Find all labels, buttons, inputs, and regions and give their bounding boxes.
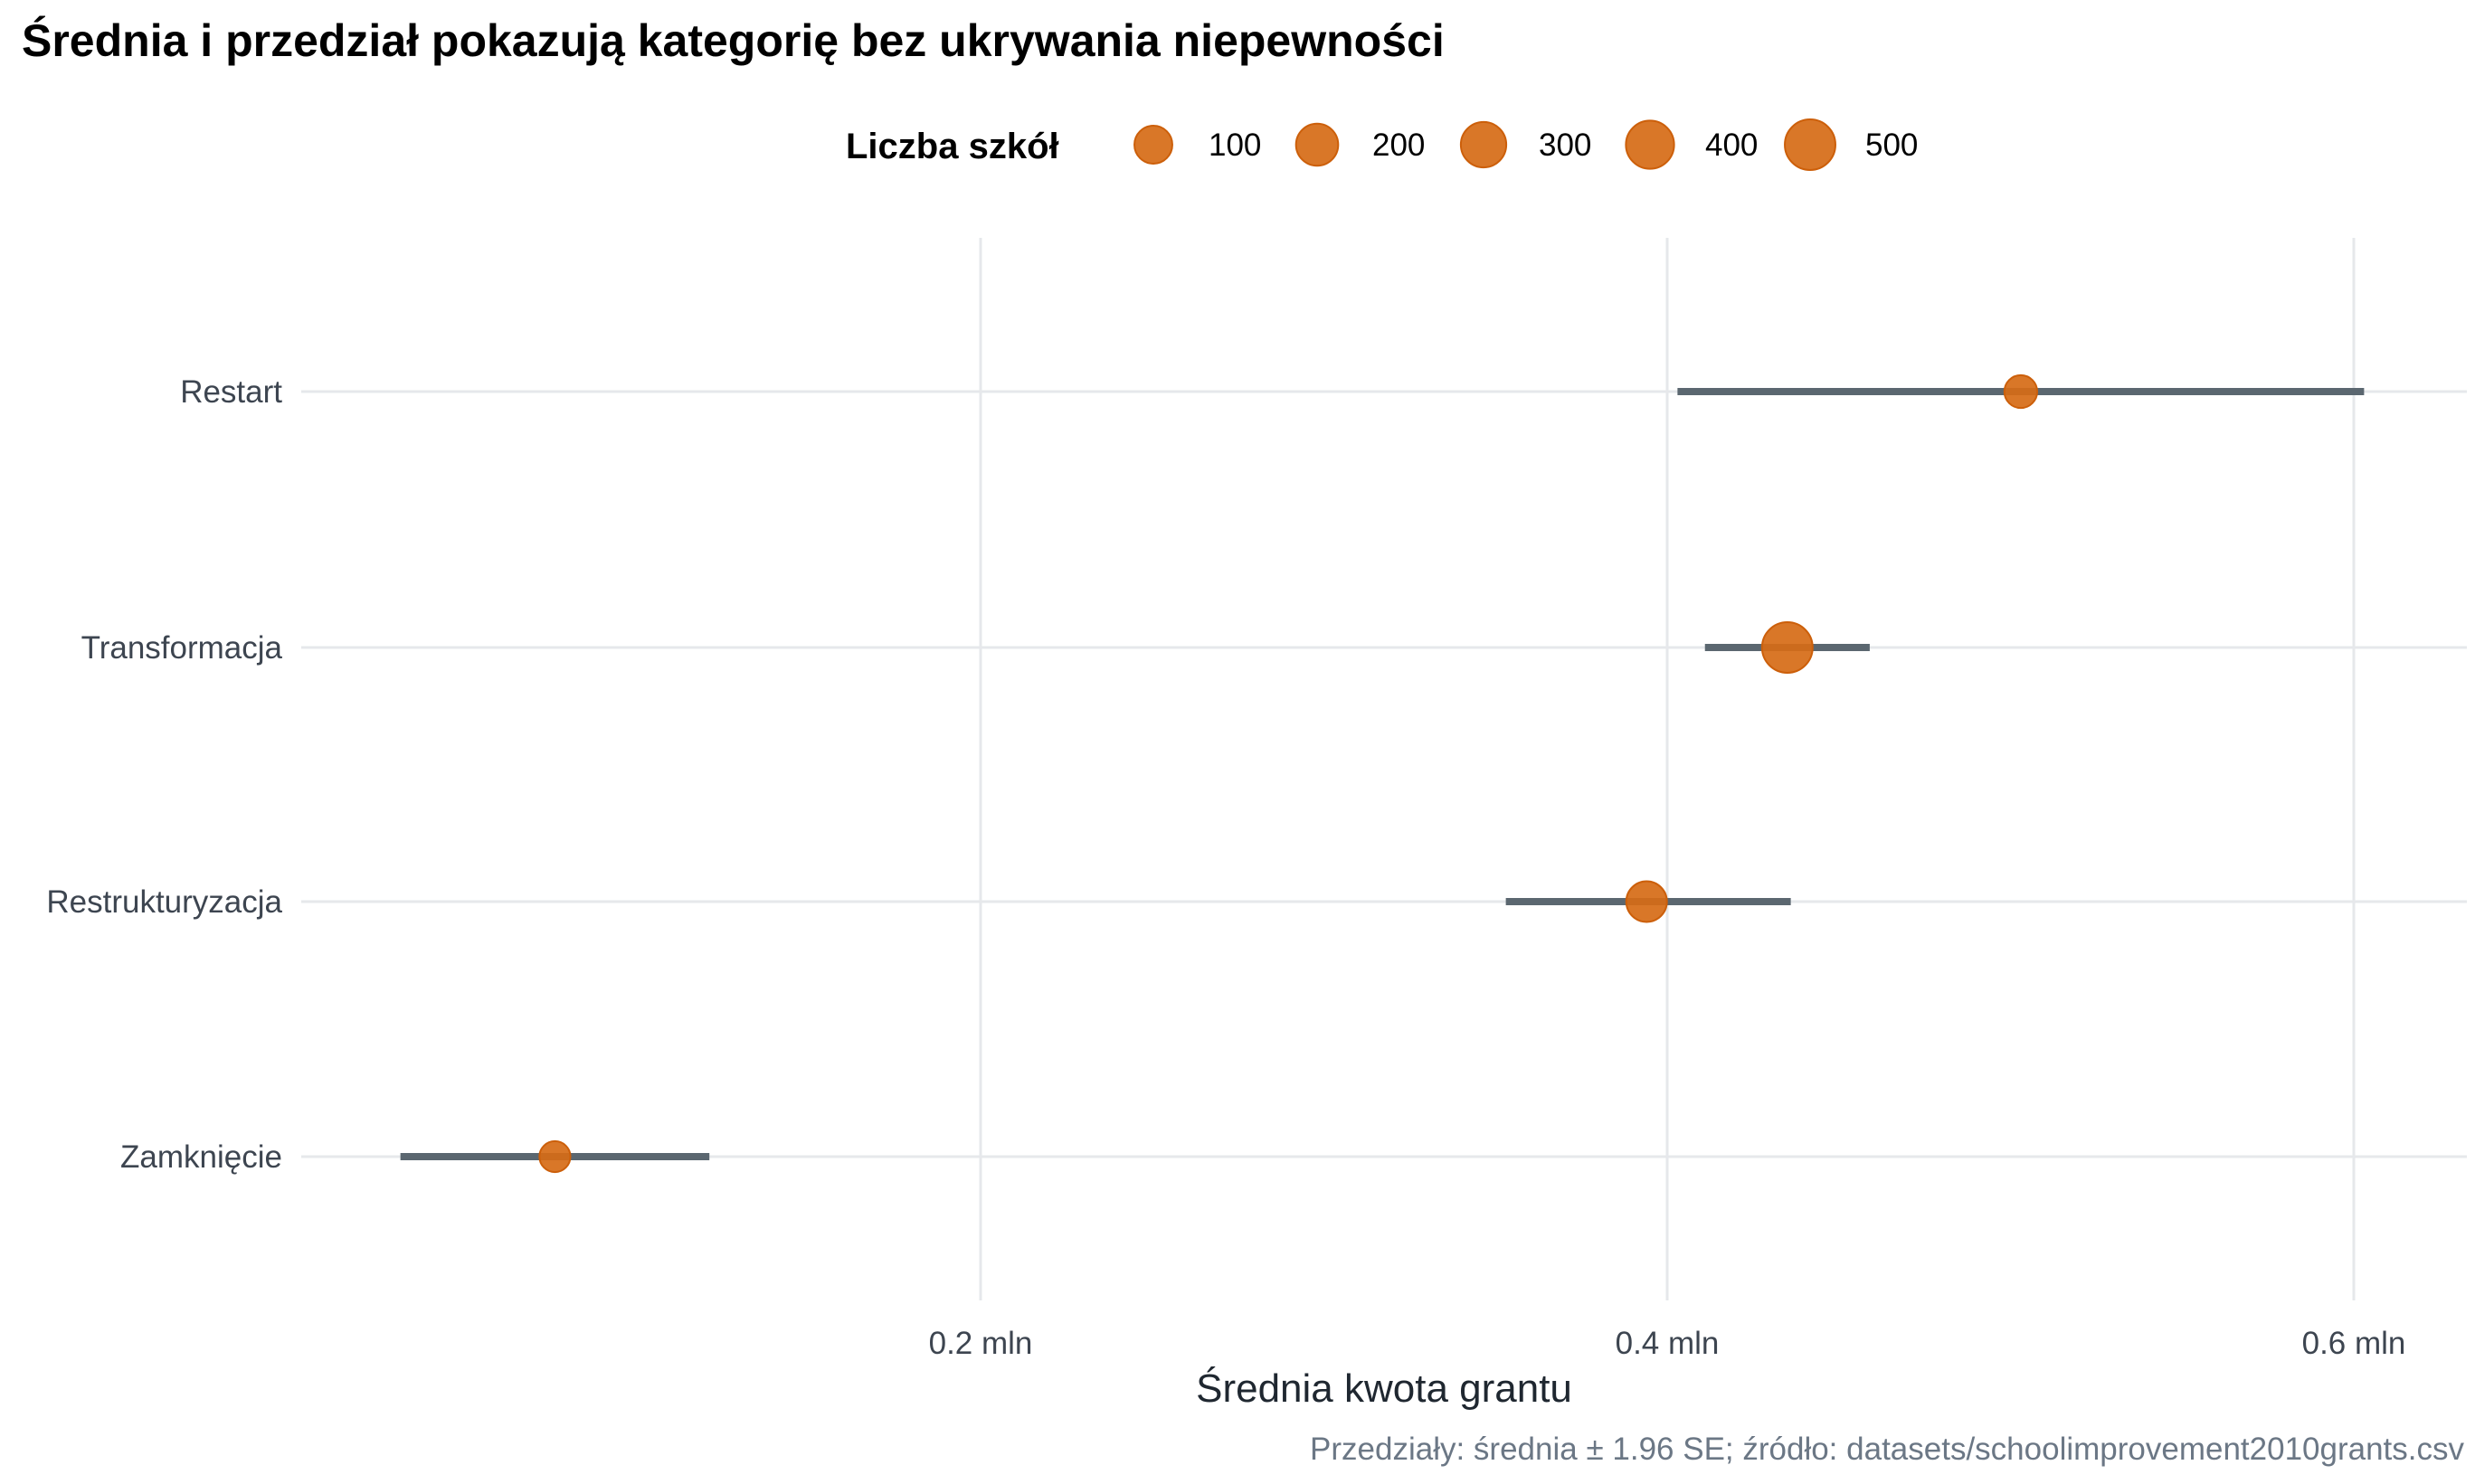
x-axis-title: Średnia kwota grantu — [1196, 1365, 1572, 1411]
legend-label: 400 — [1705, 128, 1758, 163]
legend-key-200 — [1294, 122, 1340, 167]
legend-label: 200 — [1372, 128, 1425, 163]
legend-label: 500 — [1865, 128, 1918, 163]
y-tick-label: Restart — [180, 374, 282, 410]
chart-title: Średnia i przedział pokazują kategorię b… — [22, 15, 1445, 66]
point-zamknięcie — [538, 1139, 572, 1174]
legend: Liczba szkół 100 200 300 400 500 — [846, 118, 1918, 171]
x-tick-label: 0.6 mln — [2302, 1326, 2406, 1361]
legend-key-500 — [1784, 118, 1836, 171]
y-tick-label: Restrukturyzacja — [46, 884, 282, 920]
legend-key-300 — [1459, 120, 1508, 169]
marks — [400, 373, 2365, 1174]
x-tick-label: 0.2 mln — [929, 1326, 1033, 1361]
y-axis-labels: Restart Transformacja Restrukturyzacja Zamk… — [46, 374, 282, 1175]
point-restart — [2003, 373, 2039, 410]
point-restrukturyzacja — [1625, 880, 1668, 923]
x-tick-label: 0.4 mln — [1616, 1326, 1720, 1361]
y-tick-label: Zamknięcie — [120, 1139, 282, 1175]
grid — [301, 238, 2467, 1300]
point-transformacja — [1760, 621, 1814, 674]
legend-key-400 — [1625, 119, 1675, 170]
legend-title: Liczba szkół — [846, 127, 1059, 166]
x-axis-labels: 0.2 mln 0.4 mln 0.6 mln — [929, 1326, 2406, 1361]
legend-key-100 — [1133, 125, 1173, 165]
caption: Przedziały: średnia ± 1.96 SE; źródło: d… — [1310, 1432, 2464, 1467]
legend-label: 300 — [1539, 128, 1591, 163]
legend-label: 100 — [1209, 128, 1261, 163]
y-tick-label: Transformacja — [81, 630, 283, 666]
